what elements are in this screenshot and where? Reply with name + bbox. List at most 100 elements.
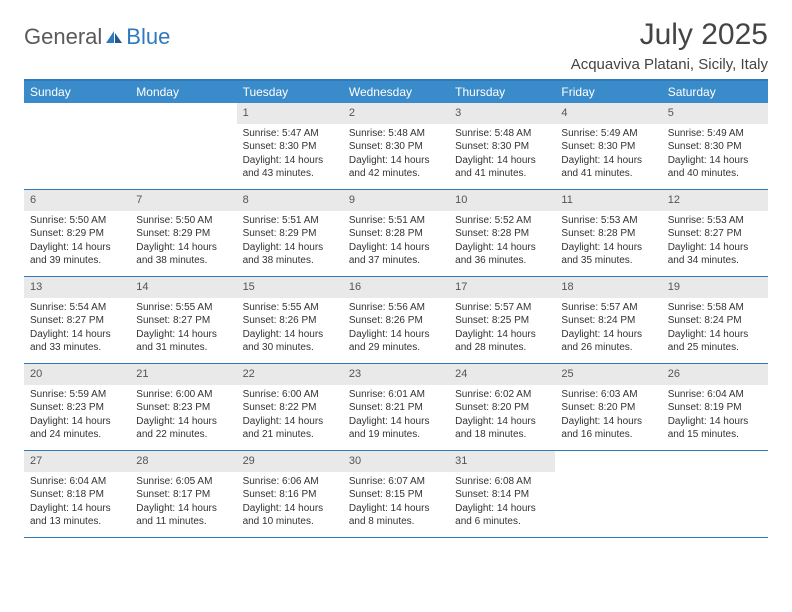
day-number: 18 (555, 277, 661, 298)
sunrise-line: Sunrise: 5:55 AM (243, 301, 337, 315)
dow-cell: Wednesday (343, 81, 449, 103)
sunset-line: Sunset: 8:28 PM (561, 227, 655, 241)
day-cell (662, 451, 768, 537)
sunset-line: Sunset: 8:25 PM (455, 314, 549, 328)
sunrise-line: Sunrise: 5:48 AM (349, 127, 443, 141)
dow-cell: Friday (555, 81, 661, 103)
day-cell: 31Sunrise: 6:08 AMSunset: 8:14 PMDayligh… (449, 451, 555, 537)
sunset-line: Sunset: 8:27 PM (136, 314, 230, 328)
week-row: 1Sunrise: 5:47 AMSunset: 8:30 PMDaylight… (24, 103, 768, 190)
day-cell: 28Sunrise: 6:05 AMSunset: 8:17 PMDayligh… (130, 451, 236, 537)
sunrise-line: Sunrise: 6:02 AM (455, 388, 549, 402)
sunset-line: Sunset: 8:28 PM (349, 227, 443, 241)
month-title: July 2025 (571, 18, 768, 52)
day-cell: 29Sunrise: 6:06 AMSunset: 8:16 PMDayligh… (237, 451, 343, 537)
sunrise-line: Sunrise: 5:47 AM (243, 127, 337, 141)
daylight-line: Daylight: 14 hours and 18 minutes. (455, 415, 549, 442)
sunset-line: Sunset: 8:21 PM (349, 401, 443, 415)
daylight-line: Daylight: 14 hours and 41 minutes. (455, 154, 549, 181)
daylight-line: Daylight: 14 hours and 33 minutes. (30, 328, 124, 355)
sunrise-line: Sunrise: 6:03 AM (561, 388, 655, 402)
location: Acquaviva Platani, Sicily, Italy (571, 56, 768, 73)
sunset-line: Sunset: 8:30 PM (561, 140, 655, 154)
sunset-line: Sunset: 8:20 PM (561, 401, 655, 415)
day-cell: 14Sunrise: 5:55 AMSunset: 8:27 PMDayligh… (130, 277, 236, 363)
day-number: 19 (662, 277, 768, 298)
sunrise-line: Sunrise: 6:01 AM (349, 388, 443, 402)
sunrise-line: Sunrise: 5:53 AM (668, 214, 762, 228)
logo-text-blue: Blue (126, 24, 170, 50)
day-number: 16 (343, 277, 449, 298)
day-number: 23 (343, 364, 449, 385)
day-number: 29 (237, 451, 343, 472)
sunrise-line: Sunrise: 5:56 AM (349, 301, 443, 315)
daylight-line: Daylight: 14 hours and 22 minutes. (136, 415, 230, 442)
sunset-line: Sunset: 8:29 PM (136, 227, 230, 241)
sunrise-line: Sunrise: 5:49 AM (561, 127, 655, 141)
week-row: 27Sunrise: 6:04 AMSunset: 8:18 PMDayligh… (24, 451, 768, 538)
day-body: Sunrise: 6:08 AMSunset: 8:14 PMDaylight:… (449, 472, 555, 535)
day-cell: 4Sunrise: 5:49 AMSunset: 8:30 PMDaylight… (555, 103, 661, 189)
day-body: Sunrise: 6:04 AMSunset: 8:18 PMDaylight:… (24, 472, 130, 535)
dow-cell: Sunday (24, 81, 130, 103)
sunrise-line: Sunrise: 5:48 AM (455, 127, 549, 141)
day-number: 21 (130, 364, 236, 385)
daylight-line: Daylight: 14 hours and 40 minutes. (668, 154, 762, 181)
day-body: Sunrise: 5:57 AMSunset: 8:24 PMDaylight:… (555, 298, 661, 361)
dow-cell: Tuesday (237, 81, 343, 103)
day-cell: 23Sunrise: 6:01 AMSunset: 8:21 PMDayligh… (343, 364, 449, 450)
week-row: 6Sunrise: 5:50 AMSunset: 8:29 PMDaylight… (24, 190, 768, 277)
day-number: 30 (343, 451, 449, 472)
day-body: Sunrise: 5:55 AMSunset: 8:26 PMDaylight:… (237, 298, 343, 361)
sunset-line: Sunset: 8:27 PM (30, 314, 124, 328)
day-number: 27 (24, 451, 130, 472)
sunset-line: Sunset: 8:18 PM (30, 488, 124, 502)
day-cell: 27Sunrise: 6:04 AMSunset: 8:18 PMDayligh… (24, 451, 130, 537)
day-body: Sunrise: 5:49 AMSunset: 8:30 PMDaylight:… (662, 124, 768, 187)
sunrise-line: Sunrise: 6:06 AM (243, 475, 337, 489)
day-cell (24, 103, 130, 189)
daylight-line: Daylight: 14 hours and 41 minutes. (561, 154, 655, 181)
day-number: 13 (24, 277, 130, 298)
day-body: Sunrise: 5:57 AMSunset: 8:25 PMDaylight:… (449, 298, 555, 361)
dow-cell: Monday (130, 81, 236, 103)
day-cell: 17Sunrise: 5:57 AMSunset: 8:25 PMDayligh… (449, 277, 555, 363)
day-number: 10 (449, 190, 555, 211)
day-cell: 16Sunrise: 5:56 AMSunset: 8:26 PMDayligh… (343, 277, 449, 363)
day-number: 26 (662, 364, 768, 385)
sunset-line: Sunset: 8:17 PM (136, 488, 230, 502)
daylight-line: Daylight: 14 hours and 6 minutes. (455, 502, 549, 529)
sunrise-line: Sunrise: 5:51 AM (349, 214, 443, 228)
sunset-line: Sunset: 8:29 PM (243, 227, 337, 241)
day-number: 24 (449, 364, 555, 385)
day-cell: 9 Sunrise: 5:51 AMSunset: 8:28 PMDaylight… (343, 190, 449, 276)
daylight-line: Daylight: 14 hours and 36 minutes. (455, 241, 549, 268)
sunrise-line: Sunrise: 6:08 AM (455, 475, 549, 489)
sunrise-line: Sunrise: 5:50 AM (30, 214, 124, 228)
day-number: 9 (343, 190, 449, 211)
day-number: 2 (343, 103, 449, 124)
sunrise-line: Sunrise: 5:51 AM (243, 214, 337, 228)
daylight-line: Daylight: 14 hours and 37 minutes. (349, 241, 443, 268)
daylight-line: Daylight: 14 hours and 15 minutes. (668, 415, 762, 442)
day-body: Sunrise: 5:54 AMSunset: 8:27 PMDaylight:… (24, 298, 130, 361)
sunrise-line: Sunrise: 5:57 AM (561, 301, 655, 315)
sunset-line: Sunset: 8:29 PM (30, 227, 124, 241)
day-body: Sunrise: 6:07 AMSunset: 8:15 PMDaylight:… (343, 472, 449, 535)
day-number: 1 (237, 103, 343, 124)
day-body: Sunrise: 5:53 AMSunset: 8:28 PMDaylight:… (555, 211, 661, 274)
day-number: 6 (24, 190, 130, 211)
day-cell: 24Sunrise: 6:02 AMSunset: 8:20 PMDayligh… (449, 364, 555, 450)
day-body: Sunrise: 5:48 AMSunset: 8:30 PMDaylight:… (343, 124, 449, 187)
day-number: 17 (449, 277, 555, 298)
daylight-line: Daylight: 14 hours and 35 minutes. (561, 241, 655, 268)
day-number: 22 (237, 364, 343, 385)
week-row: 20Sunrise: 5:59 AMSunset: 8:23 PMDayligh… (24, 364, 768, 451)
day-number: 28 (130, 451, 236, 472)
day-body: Sunrise: 5:50 AMSunset: 8:29 PMDaylight:… (24, 211, 130, 274)
sunset-line: Sunset: 8:19 PM (668, 401, 762, 415)
daylight-line: Daylight: 14 hours and 11 minutes. (136, 502, 230, 529)
daylight-line: Daylight: 14 hours and 39 minutes. (30, 241, 124, 268)
day-body: Sunrise: 5:48 AMSunset: 8:30 PMDaylight:… (449, 124, 555, 187)
header: General Blue July 2025 Acquaviva Platani… (24, 18, 768, 73)
